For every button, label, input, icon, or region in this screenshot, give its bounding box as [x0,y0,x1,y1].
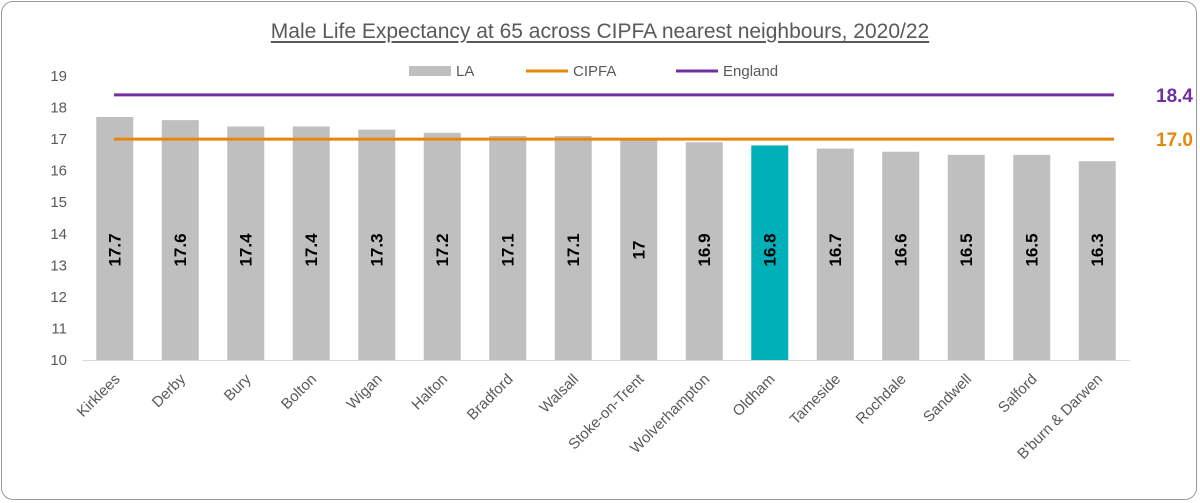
bar-bradford [489,135,527,360]
x-tick-label-walsall: Walsall [536,371,582,417]
bar-kirklees [96,117,134,361]
data-label-bury: 17.4 [236,233,255,267]
y-tick-label-17: 17 [50,131,67,148]
data-label-wolverhampton: 16.9 [695,233,714,266]
y-tick-label-14: 14 [50,226,67,243]
chart-legend: LA CIPFA England [409,63,778,80]
data-label-salford: 16.5 [1022,233,1041,266]
legend-label-la: LA [456,63,474,80]
x-tick-label-wigan: Wigan [343,371,385,413]
y-axis: 10 11 12 13 14 15 16 17 18 19 [50,68,67,369]
legend-label-england: England [723,63,778,80]
reference-label-england: 18.4 [1156,86,1193,107]
x-tick-label-oldham: Oldham [729,371,778,420]
reference-label-cipfa: 17.0 [1156,130,1193,151]
x-axis: Kirklees Derby Bury Bolton Wigan Halton Bradfo… [74,360,1130,463]
bar-tameside [816,148,854,360]
x-tick-label-tameside: Tameside [787,371,844,428]
bar-bolton [292,126,330,360]
x-tick-label-bradford: Bradford [464,371,517,424]
x-tick-label-derby: Derby [149,370,190,411]
data-label-sandwell: 16.5 [957,233,976,266]
bar-wolverhampton [685,142,723,360]
data-label-halton: 17.2 [433,233,452,266]
x-tick-label-kirklees: Kirklees [74,371,124,421]
data-label-bolton: 17.4 [302,233,321,267]
bar-bury [227,126,265,360]
y-tick-label-10: 10 [50,352,67,369]
bar-derby [161,120,199,360]
legend-label-cipfa: CIPFA [573,63,616,80]
bar-wigan [358,129,396,360]
y-tick-label-13: 13 [50,257,67,274]
data-label-tameside: 16.7 [826,233,845,266]
x-tick-label-bury: Bury [221,370,255,404]
bar-oldham [751,145,789,360]
reference-lines: 17.0 18.4 [114,86,1193,151]
data-label-wigan: 17.3 [367,233,386,266]
bar-walsall [554,135,592,360]
data-label-oldham: 16.8 [760,233,779,266]
y-tick-label-18: 18 [50,100,67,117]
x-tick-label-salford: Salford [995,371,1041,417]
data-label-walsall: 17.1 [564,233,583,266]
x-tick-label-bolton: Bolton [278,371,320,413]
bar-salford [1013,154,1051,360]
data-label-stoke-on-trent: 17 [629,241,648,260]
legend-swatch-la [409,66,451,76]
x-tick-label-sandwell: Sandwell [920,371,975,426]
data-label-b-burn-darwen: 16.3 [1088,233,1107,266]
bar-halton [423,132,461,360]
x-tick-label-rochdale: Rochdale [853,371,910,428]
y-tick-label-12: 12 [50,289,67,306]
y-tick-label-15: 15 [50,194,67,211]
bar-sandwell [947,154,985,360]
data-label-rochdale: 16.6 [891,233,910,266]
chart-title: Male Life Expectancy at 65 across CIPFA … [270,20,930,43]
y-tick-label-19: 19 [50,68,67,85]
bar-b-burn-darwen [1078,161,1116,360]
y-tick-label-16: 16 [50,163,67,180]
bar-series: 17.7 17.6 17.4 17.4 17.3 17.2 17.1 17.1 17 16.9 16… [96,117,1116,361]
bar-stoke-on-trent [620,139,658,360]
data-label-derby: 17.6 [171,233,190,266]
x-tick-label-halton: Halton [408,371,451,414]
y-tick-label-11: 11 [51,320,67,337]
data-label-kirklees: 17.7 [105,233,124,266]
data-label-bradford: 17.1 [498,233,517,266]
bar-rochdale [882,151,920,360]
